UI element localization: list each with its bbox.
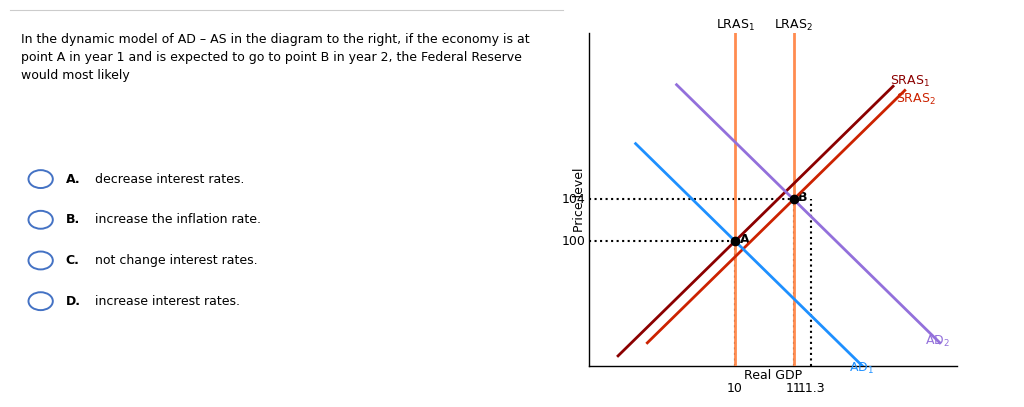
Text: SRAS$_1$: SRAS$_1$	[890, 74, 930, 89]
Text: A.: A.	[66, 173, 80, 186]
Text: SRAS$_2$: SRAS$_2$	[896, 92, 936, 107]
Y-axis label: Price level: Price level	[573, 167, 586, 232]
Text: increase the inflation rate.: increase the inflation rate.	[87, 213, 260, 226]
Text: 11.3: 11.3	[798, 382, 825, 395]
Text: LRAS$_2$: LRAS$_2$	[774, 18, 813, 33]
Text: 10: 10	[727, 382, 743, 395]
Text: 104: 104	[562, 193, 586, 206]
Text: B.: B.	[66, 213, 80, 226]
Text: In the dynamic model of AD – AS in the diagram to the right, if the economy is a: In the dynamic model of AD – AS in the d…	[22, 33, 530, 81]
Text: 11: 11	[785, 382, 802, 395]
Text: B: B	[799, 191, 808, 204]
X-axis label: Real GDP: Real GDP	[744, 369, 802, 382]
Text: LRAS$_1$: LRAS$_1$	[716, 18, 755, 33]
Text: not change interest rates.: not change interest rates.	[87, 254, 257, 267]
Text: decrease interest rates.: decrease interest rates.	[87, 173, 244, 186]
Text: C.: C.	[66, 254, 80, 267]
Text: AD$_2$: AD$_2$	[926, 334, 950, 349]
Text: A: A	[739, 232, 750, 245]
Text: 100: 100	[562, 235, 586, 247]
Text: AD$_1$: AD$_1$	[849, 361, 874, 376]
Text: D.: D.	[66, 295, 81, 308]
Text: increase interest rates.: increase interest rates.	[87, 295, 240, 308]
